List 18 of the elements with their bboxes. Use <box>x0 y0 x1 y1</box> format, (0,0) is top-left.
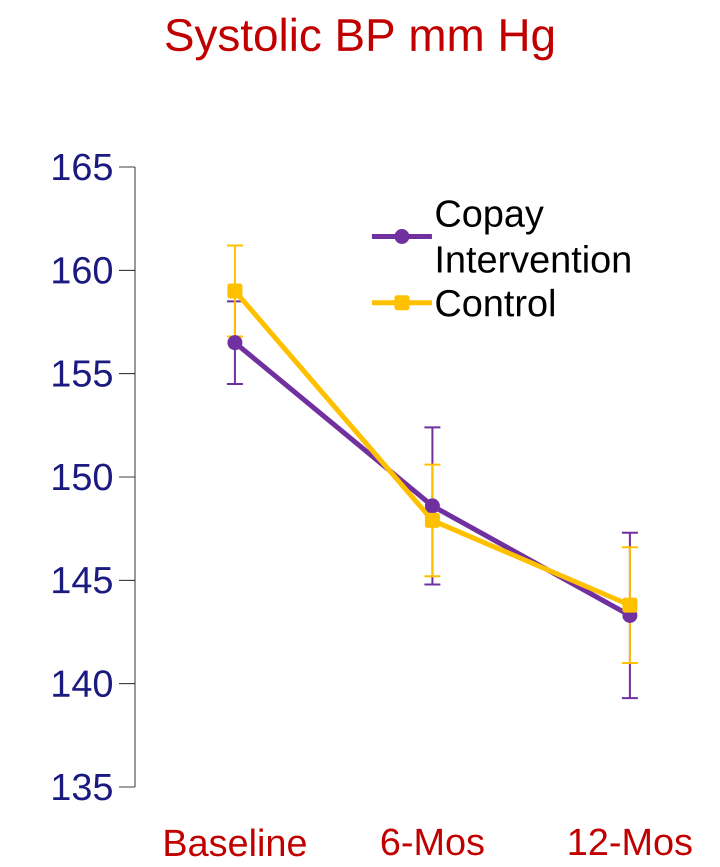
y-tick-label: 140 <box>53 670 112 698</box>
y-tick-label: 155 <box>53 360 112 387</box>
point <box>227 283 242 298</box>
y-tick-label: 145 <box>53 567 112 594</box>
y-tick-label: 150 <box>53 464 112 490</box>
y-tick-label: 165 <box>53 154 112 180</box>
point <box>622 598 638 613</box>
x-tick-label: 6-Mos <box>382 828 484 856</box>
y-tick-label: 135 <box>53 774 112 800</box>
point <box>424 512 440 528</box>
point <box>424 498 440 514</box>
point <box>227 335 242 350</box>
chart-title: Systolic BP mm Hg <box>166 18 554 60</box>
legend-label: Control <box>436 288 554 317</box>
x-tick-label: 12-Mos <box>570 828 692 856</box>
x-tick-label: Baseline <box>165 828 306 856</box>
legend-label: Copay Intervention <box>436 200 630 273</box>
y-tick-label: 160 <box>53 256 112 284</box>
